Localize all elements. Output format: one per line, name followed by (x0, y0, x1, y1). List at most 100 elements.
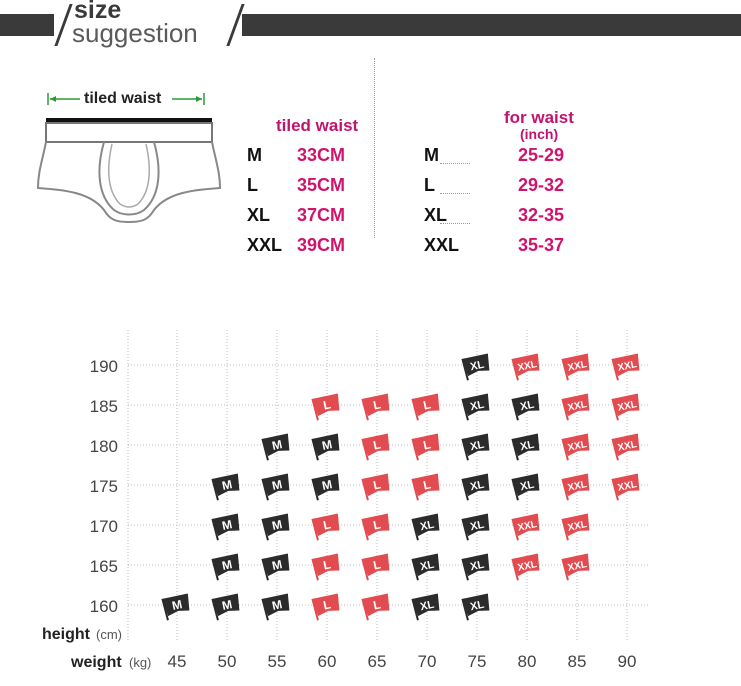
size-flag-m: M (261, 433, 290, 461)
size-flag-m: M (311, 473, 340, 501)
size-flag-l: L (311, 593, 340, 621)
size-flag-label: M (321, 437, 334, 453)
size-flag-label: L (372, 437, 382, 452)
x-tick-label: 85 (568, 652, 587, 671)
size-flag-xl: XL (511, 473, 540, 501)
cm-size-xxl: XXL (247, 235, 283, 255)
dotted-separator (440, 223, 470, 224)
y-tick-label: 170 (90, 517, 118, 536)
size-flag-xl: XL (461, 513, 490, 541)
size-flag-xxl: XXL (561, 433, 590, 461)
size-flag-label: XXL (567, 479, 588, 494)
size-flag-label: XXL (517, 519, 538, 534)
size-flag-label: M (221, 597, 234, 613)
size-flag-m: M (211, 473, 240, 501)
x-tick-label: 60 (318, 652, 337, 671)
size-flag-label: XL (469, 519, 486, 534)
y-tick-label: 160 (90, 597, 118, 616)
size-flag-label: XXL (567, 399, 588, 414)
size-flag-label: XXL (617, 479, 638, 494)
size-flag-label: XL (469, 559, 486, 574)
inch-value-xxl: 35-37 (518, 235, 565, 255)
inch-size-m: M (424, 145, 439, 165)
underwear-icon (36, 118, 222, 224)
size-flag-xxl: XXL (511, 353, 540, 381)
size-flag-l: L (311, 393, 340, 421)
size-flag-label: L (322, 517, 332, 532)
size-flag-xl: XL (461, 553, 490, 581)
size-flag-l: L (361, 473, 390, 501)
y-axis-unit: (cm) (96, 627, 122, 642)
y-tick-label: 185 (90, 397, 118, 416)
size-flag-xxl: XXL (561, 353, 590, 381)
dotted-separator (440, 163, 470, 164)
size-flags: M M M L L XL XL M M L L XL XL XXL XXL M M L L XL XL XXL XXL M M M… (161, 353, 640, 621)
size-flag-xl: XL (461, 433, 490, 461)
size-flag-label: L (372, 397, 382, 412)
size-flag-m: M (311, 433, 340, 461)
size-flag-label: M (171, 597, 184, 613)
size-flag-xl: XL (511, 393, 540, 421)
y-tick-label: 190 (90, 357, 118, 376)
size-flag-label: L (322, 397, 332, 412)
size-flag-label: L (422, 477, 432, 492)
size-flag-label: L (372, 597, 382, 612)
inch-value-m: 25-29 (518, 145, 565, 165)
size-flag-m: M (261, 473, 290, 501)
size-flag-label: M (271, 557, 284, 573)
size-flag-xxl: XXL (611, 393, 640, 421)
size-flag-label: M (321, 477, 334, 493)
y-tick-labels: 160 165 170 175 180 185 190 (90, 357, 118, 616)
size-flag-label: L (322, 557, 332, 572)
x-tick-label: 80 (518, 652, 537, 671)
size-flag-label: L (422, 437, 432, 452)
x-tick-label: 70 (418, 652, 437, 671)
size-flag-label: L (322, 597, 332, 612)
inch-table-title: for waist (504, 108, 574, 127)
size-flag-l: L (361, 513, 390, 541)
size-flag-l: L (411, 473, 440, 501)
size-flag-l: L (311, 513, 340, 541)
size-flag-label: XL (519, 399, 536, 414)
table-divider (374, 58, 375, 238)
size-flag-label: L (372, 477, 382, 492)
size-flag-l: L (411, 393, 440, 421)
size-flag-l: L (361, 393, 390, 421)
size-flag-xl: XL (461, 593, 490, 621)
x-tick-label: 50 (218, 652, 237, 671)
size-flag-label: XXL (617, 399, 638, 414)
size-flag-label: XXL (567, 359, 588, 374)
chart-grid (127, 330, 650, 640)
size-flag-l: L (311, 553, 340, 581)
size-flag-label: M (271, 597, 284, 613)
size-flag-label: XXL (517, 359, 538, 374)
size-flag-label: XL (469, 479, 486, 494)
size-flag-xl: XL (461, 393, 490, 421)
size-flag-xxl: XXL (511, 513, 540, 541)
size-flag-label: XXL (617, 439, 638, 454)
size-flag-label: XL (469, 399, 486, 414)
size-flag-m: M (211, 513, 240, 541)
size-flag-label: XL (519, 439, 536, 454)
size-flag-xxl: XXL (611, 473, 640, 501)
x-axis-label: weight (70, 654, 122, 671)
size-flag-label: M (271, 477, 284, 493)
size-flag-l: L (361, 553, 390, 581)
size-flag-label: XXL (567, 439, 588, 454)
cm-value-m: 33CM (297, 145, 346, 165)
size-flag-m: M (261, 553, 290, 581)
size-flag-label: XL (469, 599, 486, 614)
size-flag-l: L (361, 433, 390, 461)
cm-size-m: M (247, 145, 262, 165)
size-flag-xl: XL (461, 473, 490, 501)
size-flag-label: XXL (567, 519, 588, 534)
inch-value-l: 29-32 (518, 175, 565, 195)
size-flag-xxl: XXL (511, 553, 540, 581)
size-flag-xxl: XXL (561, 553, 590, 581)
size-flag-label: XL (419, 519, 436, 534)
size-flag-xxl: XXL (561, 393, 590, 421)
size-flag-m: M (261, 513, 290, 541)
inch-value-xl: 32-35 (518, 205, 565, 225)
size-flag-label: L (422, 397, 432, 412)
